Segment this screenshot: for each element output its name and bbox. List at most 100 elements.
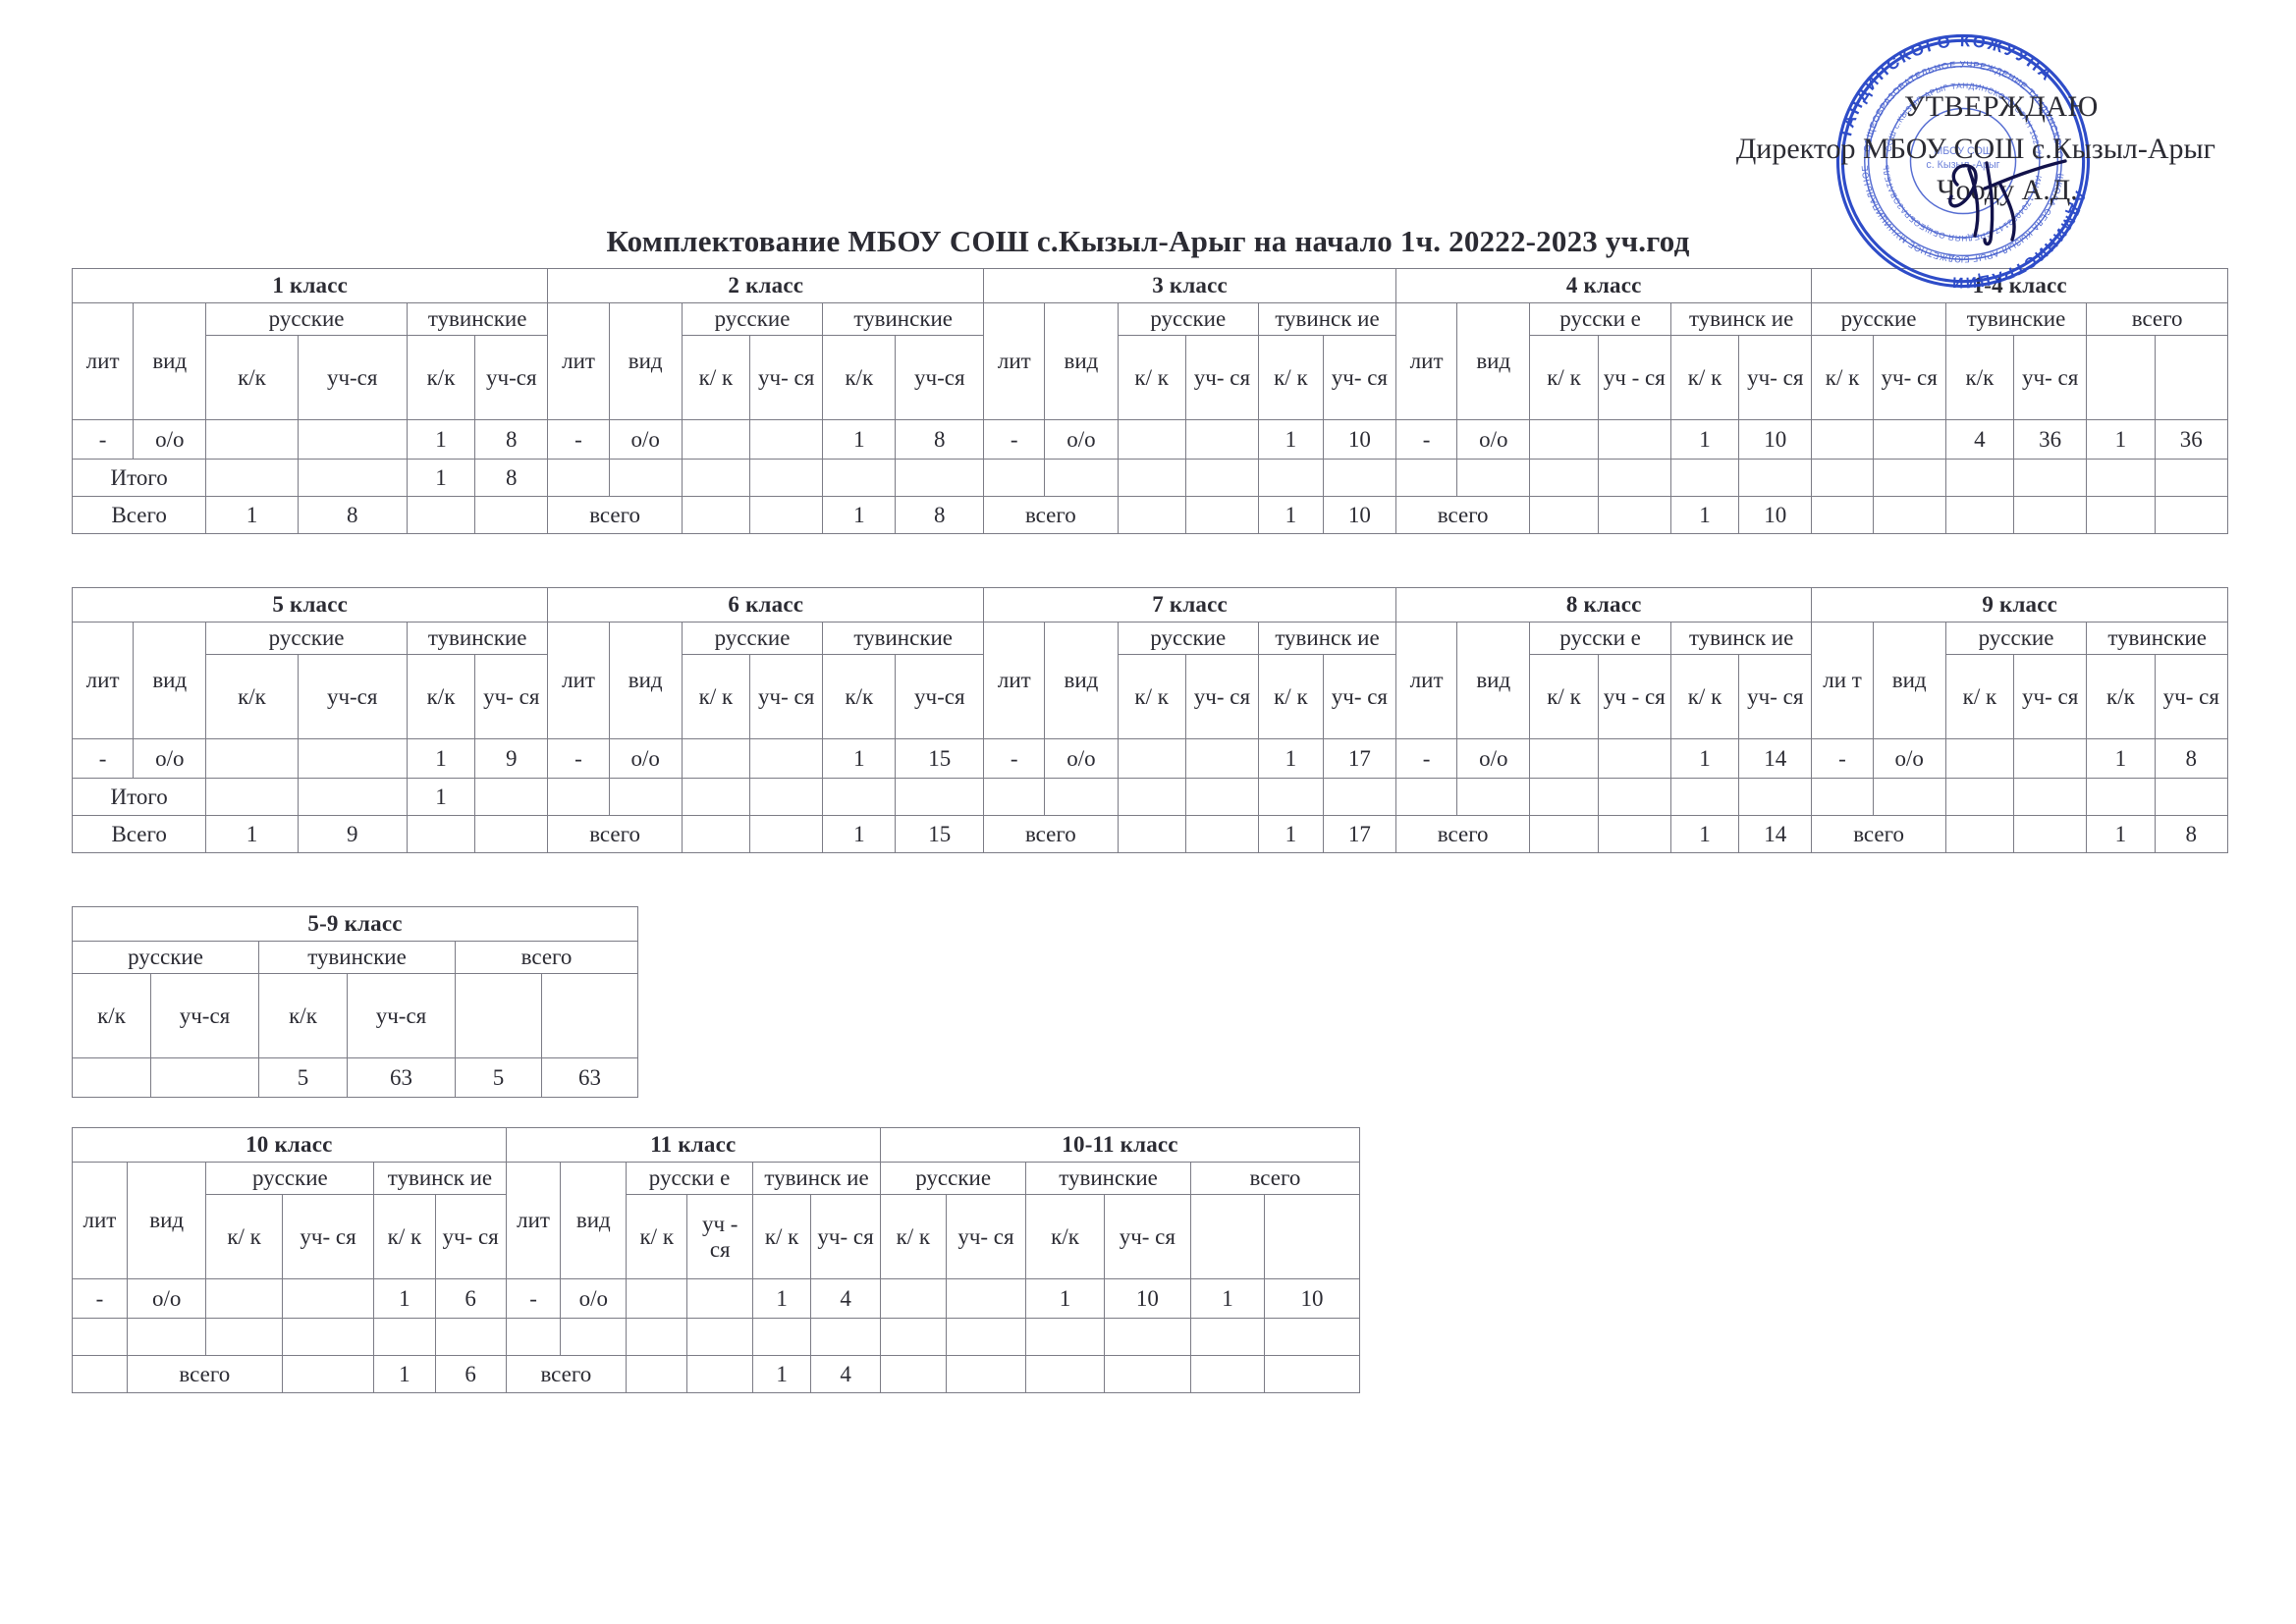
- mid-rus-kk-11: [626, 1318, 688, 1356]
- mid-rus-uch-5: [297, 778, 408, 816]
- unit-total-a-sum14: [2086, 335, 2156, 420]
- mid-total-a-sum1011: [1189, 1318, 1266, 1356]
- tot-rus-kk-1: 1: [205, 496, 299, 534]
- tot-tuv-kk-7: 1: [1258, 815, 1324, 853]
- unit-rus-kk-sum14: к/ к: [1811, 335, 1874, 420]
- mid-rus-kk-sum1011: [880, 1318, 947, 1356]
- group-title-6: 6 класс: [547, 587, 985, 623]
- cell-vid-7: о/о: [1044, 738, 1119, 779]
- mid-rus-uch-6: [749, 778, 824, 816]
- mid-lit-9: [1811, 778, 1874, 816]
- mid-tuv-uch-1: 8: [474, 459, 549, 497]
- cell-vid-10: о/о: [126, 1278, 207, 1319]
- cell-tuv-kk-sum14: 4: [1944, 419, 2015, 460]
- table-row-head-lang: русские тувинские всего: [72, 941, 639, 974]
- mid-tuv-uch-3: [1322, 459, 1397, 497]
- cell-vid-1: о/о: [133, 419, 207, 460]
- label-total-11: всего: [505, 1355, 628, 1393]
- tot-rus-uch-3: [1184, 496, 1260, 534]
- unit-tuv-uch-5: уч- ся: [474, 654, 549, 739]
- cell-rus-uch-8: [1597, 738, 1671, 779]
- unit-tuv-uch-sum59: уч-ся: [347, 973, 456, 1058]
- tot-tuv-uch-6: 15: [895, 815, 985, 853]
- cell-lit-9: -: [1811, 738, 1874, 779]
- cell-tuv-kk-2: 1: [822, 419, 897, 460]
- tot-rus-uch-4: [1597, 496, 1671, 534]
- col-tuvan-6: тувинские: [822, 622, 985, 655]
- cell-lit-8: -: [1394, 738, 1458, 779]
- mid-total-b-sum1011: [1264, 1318, 1360, 1356]
- col-lit-1: лит: [71, 302, 135, 420]
- table-row-group-titles: 5 класс 6 класс 7 класс 8 класс 9 класс: [71, 587, 2228, 623]
- label-total-3: всего: [983, 496, 1119, 534]
- col-total-sum59: всего: [454, 941, 639, 974]
- page-title: Комплектование МБОУ СОШ с.Кызыл-Арыг на …: [606, 224, 1690, 258]
- mid-tuv-kk-5: 1: [406, 778, 476, 816]
- cell-tuv-uch-7: 17: [1322, 738, 1397, 779]
- mid-tuv-uch-7: [1322, 778, 1397, 816]
- unit-rus-uch-2: уч- ся: [749, 335, 824, 420]
- col-vid-2: вид: [608, 302, 683, 420]
- tot-rus-uch-sum1011: [945, 1355, 1027, 1393]
- tot-tuv-kk-8: 1: [1669, 815, 1740, 853]
- tot-tuv-uch-9: 8: [2154, 815, 2229, 853]
- cell-rus-kk-2: [681, 419, 751, 460]
- unit-rus-uch-10: уч- ся: [281, 1194, 375, 1279]
- cell-tuv-kk-sum1011: 1: [1025, 1278, 1105, 1319]
- tot-total-a-sum1011: [1189, 1355, 1266, 1393]
- tot-tuv-uch-10: 6: [434, 1355, 507, 1393]
- table-row-group-title: 5-9 класс: [71, 906, 639, 942]
- tot-rus-kk-7: [1117, 815, 1186, 853]
- mid-rus-uch-7: [1184, 778, 1260, 816]
- unit-tuv-kk-7: к/ к: [1258, 654, 1324, 739]
- tot-rus-uch-5: 9: [297, 815, 408, 853]
- tot-rus-uch-7: [1184, 815, 1260, 853]
- unit-rus-kk-5: к/к: [205, 654, 299, 739]
- tot-rus-kk-6: [681, 815, 751, 853]
- unit-tuv-kk-sum59: к/к: [258, 973, 348, 1058]
- col-russian-sum14: русские: [1811, 302, 1946, 336]
- col-tuvan-11: тувинск ие: [752, 1162, 882, 1195]
- cell-vid-11: о/о: [560, 1278, 628, 1319]
- cell-tuv-kk-4: 1: [1669, 419, 1740, 460]
- mid-lit-10: [72, 1318, 128, 1356]
- tot-tuv-uch-1: [474, 496, 549, 534]
- group-title-1: 1 класс: [71, 268, 549, 303]
- mid-vid-2: [608, 459, 683, 497]
- mid-total-a-sum14: [2086, 459, 2156, 497]
- cell-tuv-kk-8: 1: [1669, 738, 1740, 779]
- col-vid-10: вид: [126, 1162, 207, 1279]
- unit-total-b-sum14: [2154, 335, 2229, 420]
- unit-rus-kk-8: к/ к: [1529, 654, 1599, 739]
- cell-tuv-kk-10: 1: [373, 1278, 436, 1319]
- table-row-data: - о/о 1 9 - о/о 1 15 - о/о 1 17 - о/о 1 …: [71, 738, 2229, 779]
- col-russian-9: русские: [1944, 622, 2088, 655]
- col-russian-5: русские: [205, 622, 408, 655]
- mid-lit-11: [505, 1318, 562, 1356]
- mid-rus-kk-8: [1529, 778, 1599, 816]
- cell-rus-uch-11: [686, 1278, 754, 1319]
- mid-lit-6: [547, 778, 610, 816]
- col-vid-11: вид: [560, 1162, 628, 1279]
- mid-rus-uch-11: [686, 1318, 754, 1356]
- unit-rus-uch-5: уч-ся: [297, 654, 408, 739]
- mid-vid-9: [1872, 778, 1946, 816]
- cell-rus-kk-6: [681, 738, 751, 779]
- col-russian-10: русские: [205, 1162, 375, 1195]
- cell-tuv-kk-1: 1: [406, 419, 476, 460]
- unit-rus-kk-sum59: к/к: [72, 973, 151, 1058]
- col-tuvan-4: тувинск ие: [1669, 302, 1813, 336]
- col-russian-1: русские: [205, 302, 408, 336]
- tot-total-b-sum14: [2154, 496, 2229, 534]
- tot-tuv-uch-sum14: [2013, 496, 2088, 534]
- col-tuvan-7: тувинск ие: [1258, 622, 1396, 655]
- cell-lit-6: -: [547, 738, 610, 779]
- unit-tuv-uch-3: уч- ся: [1322, 335, 1397, 420]
- mid-tuv-kk-1: 1: [406, 459, 476, 497]
- cell-rus-uch-6: [749, 738, 824, 779]
- unit-rus-kk-9: к/ к: [1944, 654, 2015, 739]
- table-summary-5-9: 5-9 класс русские тувинские всего к/к уч…: [71, 906, 639, 1098]
- cell-rus-kk-5: [205, 738, 299, 779]
- tot-tuv-uch-3: 10: [1322, 496, 1397, 534]
- unit-rus-kk-1: к/к: [205, 335, 299, 420]
